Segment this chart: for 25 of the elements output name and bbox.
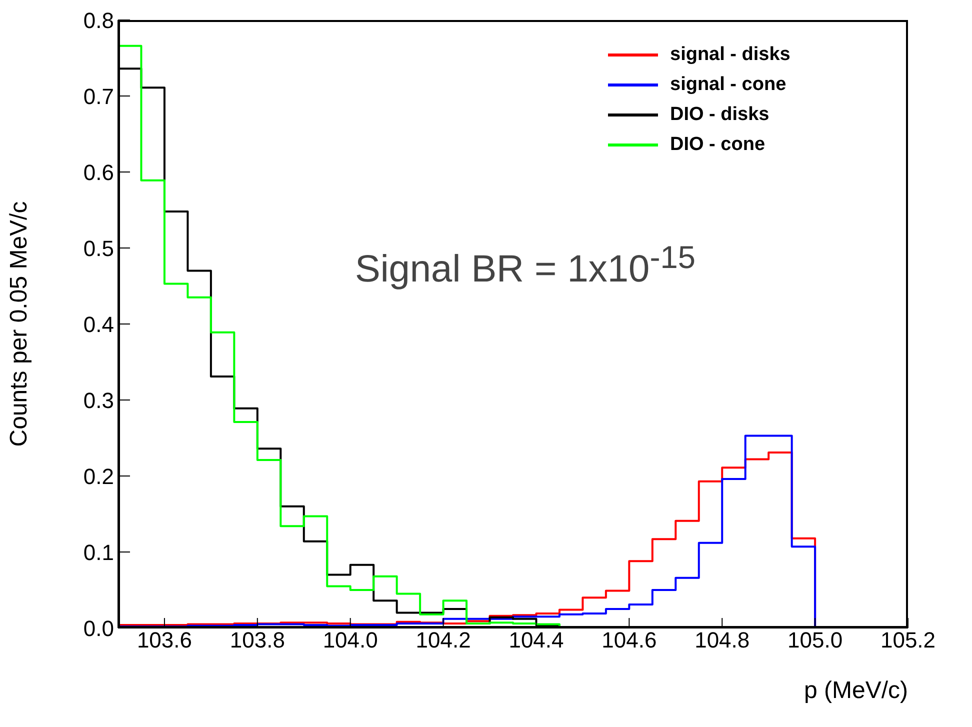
x-tick-label: 104.6 <box>602 628 657 653</box>
y-axis-title: Counts per 0.05 MeV/c <box>6 201 33 447</box>
legend-label: DIO - cone <box>670 134 766 156</box>
x-tick-label: 105.2 <box>880 628 936 653</box>
legend-label: signal - cone <box>670 74 786 96</box>
x-tick-label: 104.2 <box>416 628 471 653</box>
y-tick-label: 0.6 <box>83 160 114 185</box>
y-tick-label: 0.8 <box>83 8 114 33</box>
y-tick-label: 0.2 <box>83 464 114 489</box>
x-tick-label: 103.6 <box>136 628 192 653</box>
y-tick-label: 0.3 <box>83 388 114 413</box>
legend-label: signal - disks <box>670 44 790 66</box>
legend-label: DIO - disks <box>670 104 770 126</box>
annotation: Signal BR = 1x10$^{-15}$ <box>355 238 696 292</box>
y-tick-label: 0.0 <box>83 616 114 641</box>
x-tick-label: 105.0 <box>788 628 843 653</box>
x-tick-label: 104.0 <box>322 628 378 653</box>
x-tick-label: 104.4 <box>508 628 564 653</box>
y-tick-label: 0.7 <box>83 84 114 109</box>
y-tick-label: 0.5 <box>83 236 114 261</box>
x-tick-label: 104.8 <box>694 628 750 653</box>
y-tick-label: 0.4 <box>83 312 114 337</box>
x-tick-label: 103.8 <box>230 628 285 653</box>
x-axis-title: p (MeV/c) <box>804 677 908 704</box>
y-tick-label: 0.1 <box>83 540 114 565</box>
